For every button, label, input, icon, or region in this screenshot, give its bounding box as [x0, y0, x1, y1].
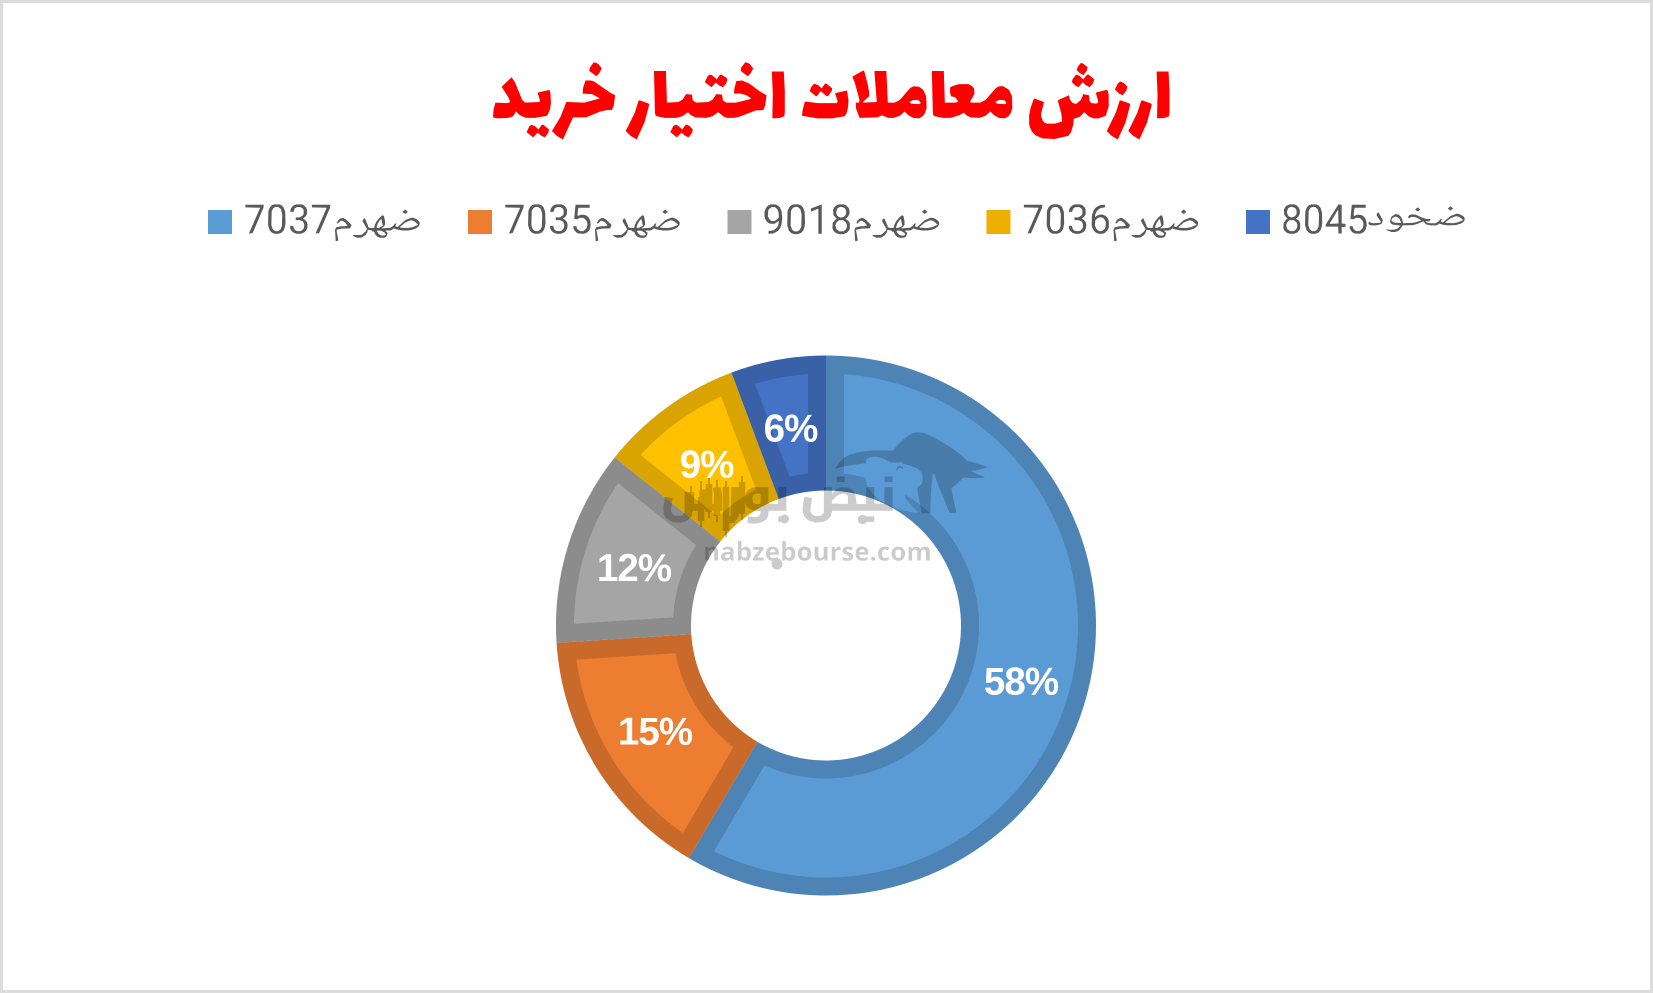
svg-text:58%: 58% — [984, 660, 1059, 703]
svg-text:9%: 9% — [680, 443, 735, 486]
svg-text:12%: 12% — [597, 547, 672, 590]
svg-text:6%: 6% — [764, 407, 819, 450]
svg-text:15%: 15% — [618, 710, 693, 753]
